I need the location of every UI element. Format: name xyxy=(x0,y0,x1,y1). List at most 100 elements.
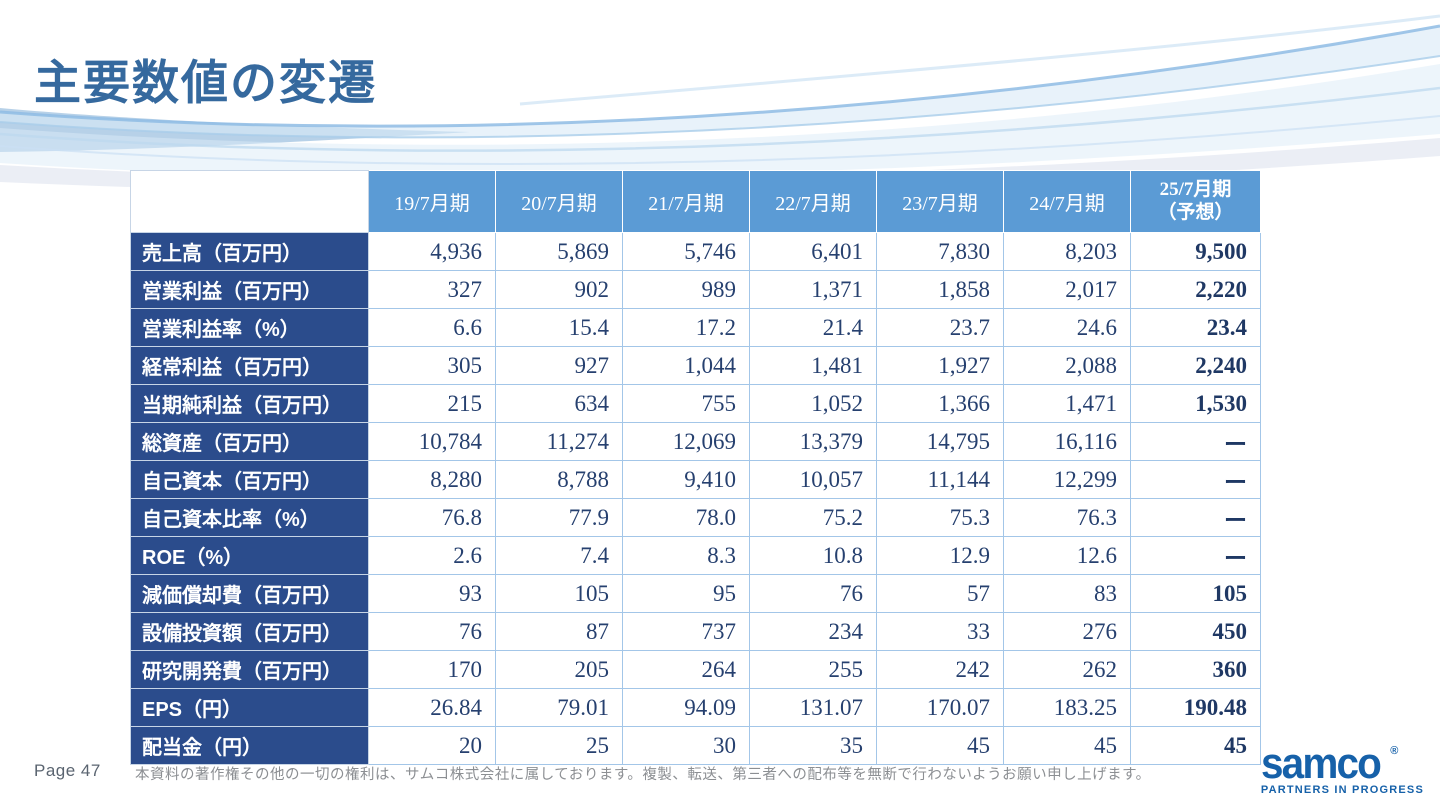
cell-r13-c6: 45 xyxy=(1130,726,1261,765)
table-row-11: 研究開発費（百万円） 170 205 264 255 242 262 360 xyxy=(130,650,1261,689)
cell-r10-c5: 276 xyxy=(1003,612,1131,651)
row-label-5: 総資産（百万円） xyxy=(130,422,369,461)
cell-r6-c4: 11,144 xyxy=(876,460,1004,499)
cell-r13-c5: 45 xyxy=(1003,726,1131,765)
cell-r8-c3: 10.8 xyxy=(749,536,877,575)
col-header-5: 23/7月期 xyxy=(876,170,1004,233)
cell-r0-c4: 7,830 xyxy=(876,232,1004,271)
cell-r9-c6: 105 xyxy=(1130,574,1261,613)
cell-r4-c5: 1,471 xyxy=(1003,384,1131,423)
row-label-7: 自己資本比率（%） xyxy=(130,498,369,537)
cell-r6-c5: 12,299 xyxy=(1003,460,1131,499)
cell-r4-c0: 215 xyxy=(368,384,496,423)
cell-r10-c3: 234 xyxy=(749,612,877,651)
cell-r1-c4: 1,858 xyxy=(876,270,1004,309)
cell-r4-c3: 1,052 xyxy=(749,384,877,423)
cell-r1-c3: 1,371 xyxy=(749,270,877,309)
cell-r6-c0: 8,280 xyxy=(368,460,496,499)
cell-r5-c1: 11,274 xyxy=(495,422,623,461)
cell-r10-c1: 87 xyxy=(495,612,623,651)
cell-r5-c0: 10,784 xyxy=(368,422,496,461)
page-number: Page 47 xyxy=(34,761,101,780)
col-header-forecast: 25/7月期 （予想） xyxy=(1130,170,1261,233)
cell-r12-c3: 131.07 xyxy=(749,688,877,727)
cell-r3-c5: 2,088 xyxy=(1003,346,1131,385)
cell-r11-c0: 170 xyxy=(368,650,496,689)
cell-r4-c6: 1,530 xyxy=(1130,384,1261,423)
col-header-4: 22/7月期 xyxy=(749,170,877,233)
cell-r8-c6: ー xyxy=(1130,536,1261,575)
cell-r10-c0: 76 xyxy=(368,612,496,651)
cell-r8-c0: 2.6 xyxy=(368,536,496,575)
cell-r3-c1: 927 xyxy=(495,346,623,385)
cell-r13-c4: 45 xyxy=(876,726,1004,765)
cell-r8-c4: 12.9 xyxy=(876,536,1004,575)
cell-r7-c0: 76.8 xyxy=(368,498,496,537)
table-row-13: 配当金（円） 20 25 30 35 45 45 45 xyxy=(130,726,1261,765)
cell-r8-c1: 7.4 xyxy=(495,536,623,575)
cell-r5-c2: 12,069 xyxy=(622,422,750,461)
row-label-10: 設備投資額（百万円） xyxy=(130,612,369,651)
cell-r9-c5: 83 xyxy=(1003,574,1131,613)
table-row-6: 自己資本（百万円） 8,280 8,788 9,410 10,057 11,144 12,2… xyxy=(130,460,1261,499)
cell-r8-c5: 12.6 xyxy=(1003,536,1131,575)
key-figures-table-wrap: 19/7月期 20/7月期 21/7月期 22/7月期 23/7月期 24/7月期 25/7… xyxy=(130,170,1261,765)
cell-r2-c3: 21.4 xyxy=(749,308,877,347)
cell-r7-c1: 77.9 xyxy=(495,498,623,537)
copyright-text: 本資料の著作権その他の一切の権利は、サムコ株式会社に属しております。複製、転送、… xyxy=(135,767,1151,783)
cell-r2-c6: 23.4 xyxy=(1130,308,1261,347)
row-label-13: 配当金（円） xyxy=(130,726,369,765)
table-row-1: 営業利益（百万円） 327 902 989 1,371 1,858 2,017 2,220 xyxy=(130,270,1261,309)
cell-r3-c2: 1,044 xyxy=(622,346,750,385)
cell-r13-c1: 25 xyxy=(495,726,623,765)
cell-r5-c6: ー xyxy=(1130,422,1261,461)
cell-r5-c5: 16,116 xyxy=(1003,422,1131,461)
cell-r2-c4: 23.7 xyxy=(876,308,1004,347)
table-row-7: 自己資本比率（%） 76.8 77.9 78.0 75.2 75.3 76.3 ー xyxy=(130,498,1261,537)
cell-r1-c5: 2,017 xyxy=(1003,270,1131,309)
registered-mark: ® xyxy=(1390,745,1399,757)
table-row-8: ROE（%） 2.6 7.4 8.3 10.8 12.9 12.6 ー xyxy=(130,536,1261,575)
row-label-6: 自己資本（百万円） xyxy=(130,460,369,499)
table-row-10: 設備投資額（百万円） 76 87 737 234 33 276 450 xyxy=(130,612,1261,651)
cell-r2-c1: 15.4 xyxy=(495,308,623,347)
table-row-5: 総資産（百万円） 10,784 11,274 12,069 13,379 14,795 16… xyxy=(130,422,1261,461)
cell-r0-c5: 8,203 xyxy=(1003,232,1131,271)
table-row-9: 減価償却費（百万円） 93 105 95 76 57 83 105 xyxy=(130,574,1261,613)
col-header-6: 24/7月期 xyxy=(1003,170,1131,233)
cell-r2-c5: 24.6 xyxy=(1003,308,1131,347)
cell-r9-c0: 93 xyxy=(368,574,496,613)
cell-r11-c5: 262 xyxy=(1003,650,1131,689)
cell-r0-c3: 6,401 xyxy=(749,232,877,271)
cell-r6-c2: 9,410 xyxy=(622,460,750,499)
samco-tagline: PARTNERS IN PROGRESS xyxy=(1260,784,1424,797)
table-corner-cell xyxy=(130,170,369,233)
samco-logo: samco ® PARTNERS IN PROGRESS xyxy=(1260,741,1424,797)
row-label-1: 営業利益（百万円） xyxy=(130,270,369,309)
row-label-0: 売上高（百万円） xyxy=(130,232,369,271)
cell-r7-c2: 78.0 xyxy=(622,498,750,537)
cell-r13-c3: 35 xyxy=(749,726,877,765)
page-title: 主要数値の変遷 xyxy=(34,56,377,109)
row-label-9: 減価償却費（百万円） xyxy=(130,574,369,613)
cell-r10-c6: 450 xyxy=(1130,612,1261,651)
cell-r11-c4: 242 xyxy=(876,650,1004,689)
row-label-4: 当期純利益（百万円） xyxy=(130,384,369,423)
cell-r1-c0: 327 xyxy=(368,270,496,309)
cell-r8-c2: 8.3 xyxy=(622,536,750,575)
cell-r2-c0: 6.6 xyxy=(368,308,496,347)
cell-r1-c1: 902 xyxy=(495,270,623,309)
cell-r7-c6: ー xyxy=(1130,498,1261,537)
cell-r12-c0: 26.84 xyxy=(368,688,496,727)
cell-r13-c0: 20 xyxy=(368,726,496,765)
cell-r7-c3: 75.2 xyxy=(749,498,877,537)
table-header: 19/7月期 20/7月期 21/7月期 22/7月期 23/7月期 24/7月期 25/7… xyxy=(130,170,1261,233)
cell-r12-c6: 190.48 xyxy=(1130,688,1261,727)
cell-r12-c2: 94.09 xyxy=(622,688,750,727)
row-label-12: EPS（円） xyxy=(130,688,369,727)
cell-r11-c6: 360 xyxy=(1130,650,1261,689)
cell-r12-c4: 170.07 xyxy=(876,688,1004,727)
cell-r5-c4: 14,795 xyxy=(876,422,1004,461)
key-figures-table: 19/7月期 20/7月期 21/7月期 22/7月期 23/7月期 24/7月期 25/7… xyxy=(130,170,1261,765)
table-row-3: 経常利益（百万円） 305 927 1,044 1,481 1,927 2,088 2,240 xyxy=(130,346,1261,385)
